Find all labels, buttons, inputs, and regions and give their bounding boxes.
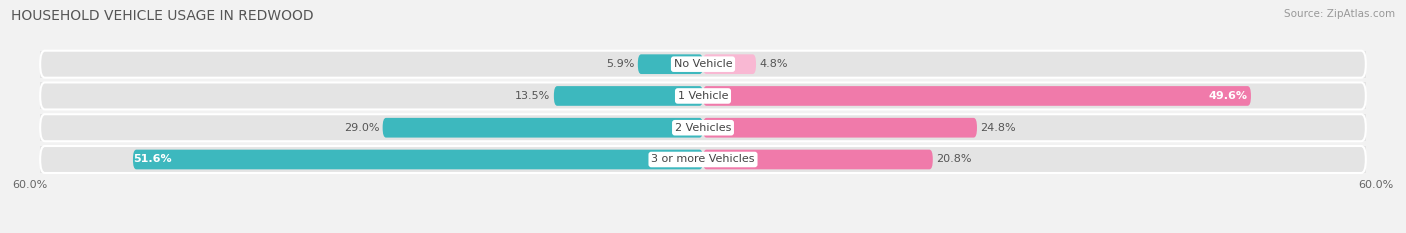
Bar	[41, 146, 1365, 173]
FancyBboxPatch shape	[41, 146, 1365, 173]
FancyBboxPatch shape	[554, 86, 703, 106]
Text: Source: ZipAtlas.com: Source: ZipAtlas.com	[1284, 9, 1395, 19]
Text: HOUSEHOLD VEHICLE USAGE IN REDWOOD: HOUSEHOLD VEHICLE USAGE IN REDWOOD	[11, 9, 314, 23]
Text: 60.0%: 60.0%	[1358, 180, 1393, 190]
Text: 20.8%: 20.8%	[936, 154, 972, 164]
FancyBboxPatch shape	[134, 150, 703, 169]
Text: 49.6%: 49.6%	[1209, 91, 1247, 101]
Bar	[41, 82, 1365, 110]
Legend: Owner-occupied, Renter-occupied: Owner-occupied, Renter-occupied	[582, 230, 824, 233]
FancyBboxPatch shape	[41, 114, 1365, 141]
Bar	[41, 51, 1365, 78]
Bar	[41, 114, 1365, 141]
FancyBboxPatch shape	[703, 54, 756, 74]
Text: No Vehicle: No Vehicle	[673, 59, 733, 69]
FancyBboxPatch shape	[41, 51, 1365, 78]
FancyBboxPatch shape	[703, 86, 1251, 106]
Text: 3 or more Vehicles: 3 or more Vehicles	[651, 154, 755, 164]
FancyBboxPatch shape	[703, 150, 932, 169]
Text: 29.0%: 29.0%	[344, 123, 380, 133]
Text: 24.8%: 24.8%	[980, 123, 1017, 133]
Text: 51.6%: 51.6%	[134, 154, 172, 164]
Text: 13.5%: 13.5%	[516, 91, 551, 101]
Text: 2 Vehicles: 2 Vehicles	[675, 123, 731, 133]
Text: 1 Vehicle: 1 Vehicle	[678, 91, 728, 101]
Text: 4.8%: 4.8%	[759, 59, 787, 69]
Text: 5.9%: 5.9%	[606, 59, 634, 69]
FancyBboxPatch shape	[703, 118, 977, 137]
FancyBboxPatch shape	[382, 118, 703, 137]
FancyBboxPatch shape	[41, 82, 1365, 110]
FancyBboxPatch shape	[638, 54, 703, 74]
Text: 60.0%: 60.0%	[13, 180, 48, 190]
